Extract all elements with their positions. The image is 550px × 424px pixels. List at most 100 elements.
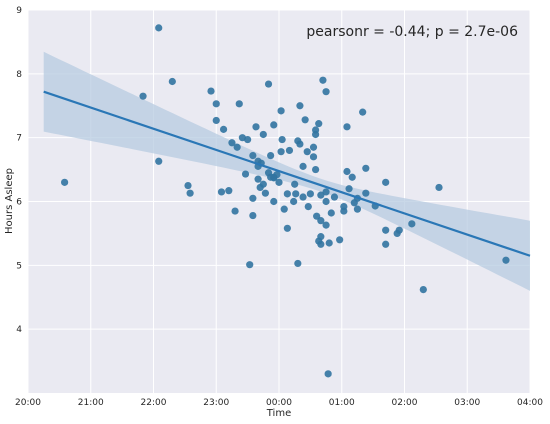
data-point [345,185,353,193]
data-point [322,88,330,96]
y-axis-label: Hours Asleep [4,168,15,234]
data-point [261,189,270,197]
data-point [322,188,330,196]
y-tick-label: 5 [16,261,22,271]
data-point [322,221,330,229]
data-point [359,108,367,116]
data-point [336,236,344,244]
data-point [283,224,291,232]
y-tick-label: 7 [16,134,22,144]
data-point [395,226,403,234]
data-point [264,80,273,88]
data-point [267,151,275,160]
data-point [212,100,220,108]
data-point [280,205,288,213]
data-point [217,188,226,196]
x-tick-label: 03:00 [454,398,480,408]
data-point [382,178,390,186]
data-point [435,183,443,192]
data-point [348,173,356,181]
data-point [241,170,250,178]
x-axis-label: Time [266,408,291,419]
data-point [219,125,228,133]
data-point [362,164,370,172]
x-tick-label: 21:00 [78,398,104,408]
data-point [294,259,302,268]
data-point [382,226,390,234]
data-point [235,100,243,108]
data-point [303,148,311,156]
data-point [317,217,325,225]
data-point [290,197,298,206]
data-point [212,116,220,125]
data-point [283,190,291,198]
data-point [278,135,286,144]
x-tick-label: 04:00 [517,398,543,408]
data-point [317,191,325,199]
y-tick-label: 9 [16,6,22,16]
x-tick-label: 23:00 [203,398,229,408]
data-point [502,256,510,264]
data-point [343,123,351,131]
x-tick-label: 02:00 [392,398,418,408]
data-point [186,189,194,197]
data-point [306,190,314,198]
data-point [324,370,332,378]
data-point [362,189,370,197]
data-point [225,187,233,195]
y-tick-labels: 4 5 6 7 8 9 [16,6,22,335]
data-point [277,107,285,115]
x-tick-label: 01:00 [329,398,355,408]
data-point [61,178,69,186]
data-point [408,220,416,228]
data-point [325,239,333,247]
data-point [327,209,335,217]
data-point [259,180,267,188]
data-point [252,123,260,131]
data-point [382,240,390,248]
data-point [343,167,351,176]
y-tick-label: 8 [16,70,22,80]
regression-line-group [43,90,531,257]
x-tick-label: 20:00 [15,398,41,408]
data-point [207,87,215,95]
grid-lines [27,9,531,393]
x-tick-label: 00:00 [266,398,292,408]
data-point [155,24,163,32]
data-point [259,130,267,139]
data-point [244,135,252,144]
data-point [246,261,254,269]
confidence-band [43,51,530,291]
data-point [299,193,307,201]
y-tick-label: 6 [16,198,22,208]
data-point [309,153,318,161]
data-point [277,148,285,156]
data-point [299,162,307,170]
regression-line [43,90,531,257]
data-point [340,203,348,211]
data-point [304,203,312,211]
data-point [319,76,327,84]
data-point [296,102,304,110]
data-point [249,194,257,202]
x-tick-label: 22:00 [141,398,167,408]
data-point [317,240,325,248]
data-point [228,139,236,147]
data-point [254,175,262,183]
data-point [353,205,362,213]
data-point [155,157,163,165]
data-point [330,193,339,201]
x-tick-labels: 20:00 21:00 22:00 23:00 00:00 01:00 02:00 03:00… [15,398,543,408]
data-points [61,24,510,378]
data-point [315,120,323,128]
data-point [309,143,318,151]
data-point [312,165,320,174]
y-tick-label: 4 [16,325,22,335]
data-point [292,190,300,198]
data-point [275,178,283,186]
data-point [270,197,278,206]
data-point [301,116,309,124]
data-point [296,140,304,148]
data-point [231,207,239,215]
data-point [270,121,278,129]
